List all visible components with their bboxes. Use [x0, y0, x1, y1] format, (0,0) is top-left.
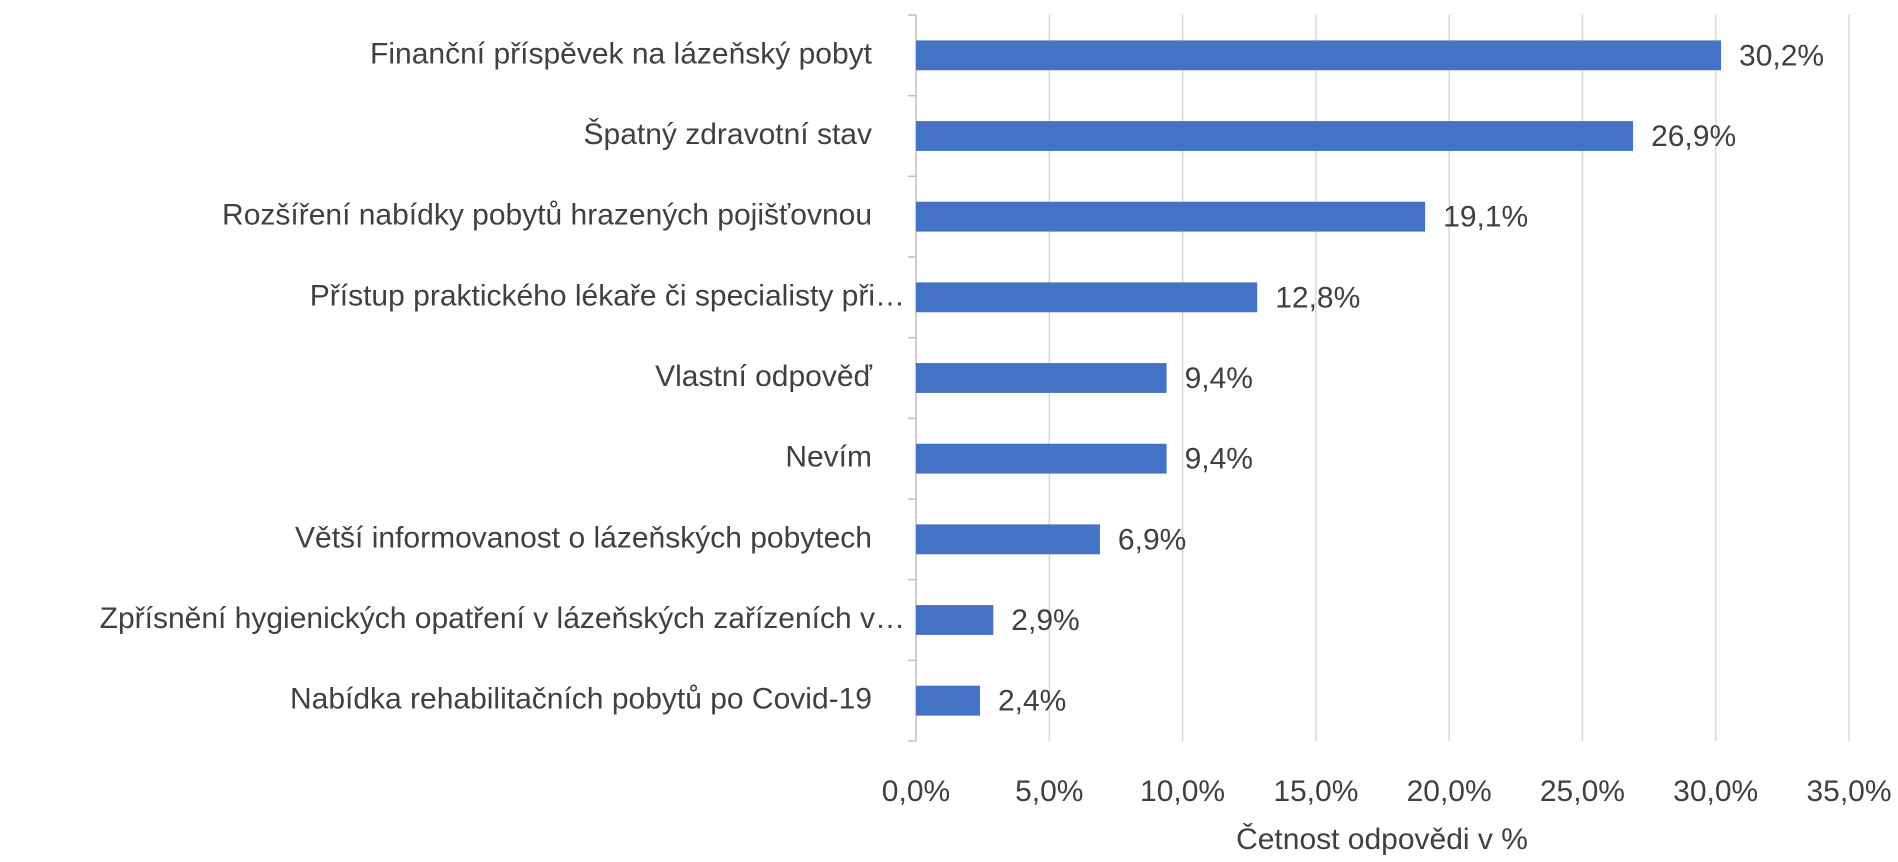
x-tick-label: 20,0%	[1407, 775, 1492, 808]
y-tick-label: Zpřísnění hygienických opatření v lázeňs…	[100, 602, 905, 635]
x-tick-label: 10,0%	[1140, 775, 1225, 808]
x-tick-label: 5,0%	[1015, 775, 1083, 808]
data-label: 19,1%	[1443, 201, 1528, 234]
bar	[916, 40, 1722, 71]
bar	[916, 201, 1426, 232]
y-tick-label: Přístup praktického lékaře či specialist…	[310, 279, 905, 312]
x-tick-label: 25,0%	[1540, 775, 1625, 808]
y-tick-label: Vlastní odpověď	[655, 360, 872, 393]
bar	[916, 282, 1258, 313]
data-label: 9,4%	[1185, 443, 1253, 476]
x-tick-label: 30,0%	[1673, 775, 1758, 808]
x-tick-label: 0,0%	[882, 775, 950, 808]
data-label: 26,9%	[1651, 120, 1736, 153]
bar	[916, 605, 994, 635]
y-tick-label: Rozšíření nabídky pobytů hrazených pojiš…	[222, 199, 872, 232]
y-tick-label: Špatný zdravotní stav	[584, 117, 873, 151]
bar	[916, 363, 1167, 393]
data-label: 2,4%	[998, 685, 1066, 718]
y-tick-label: Finanční příspěvek na lázeňský pobyt	[370, 37, 873, 70]
data-label: 9,4%	[1185, 362, 1253, 395]
bar	[916, 443, 1167, 474]
y-tick-label: Větší informovanost o lázeňských pobytec…	[295, 521, 872, 554]
bar	[916, 524, 1100, 555]
x-tick-label: 35,0%	[1806, 775, 1891, 808]
bar	[916, 685, 980, 716]
x-tick-label: 15,0%	[1273, 775, 1358, 808]
x-axis-label: Četnost odpovědi v %	[1236, 822, 1528, 856]
y-tick-label: Nabídka rehabilitačních pobytů po Covid-…	[290, 683, 872, 716]
data-label: 12,8%	[1275, 281, 1360, 314]
data-label: 6,9%	[1118, 523, 1186, 556]
data-label: 30,2%	[1739, 39, 1824, 72]
y-tick-label: Nevím	[785, 441, 872, 474]
bar	[916, 121, 1634, 151]
data-label: 2,9%	[1011, 604, 1079, 637]
